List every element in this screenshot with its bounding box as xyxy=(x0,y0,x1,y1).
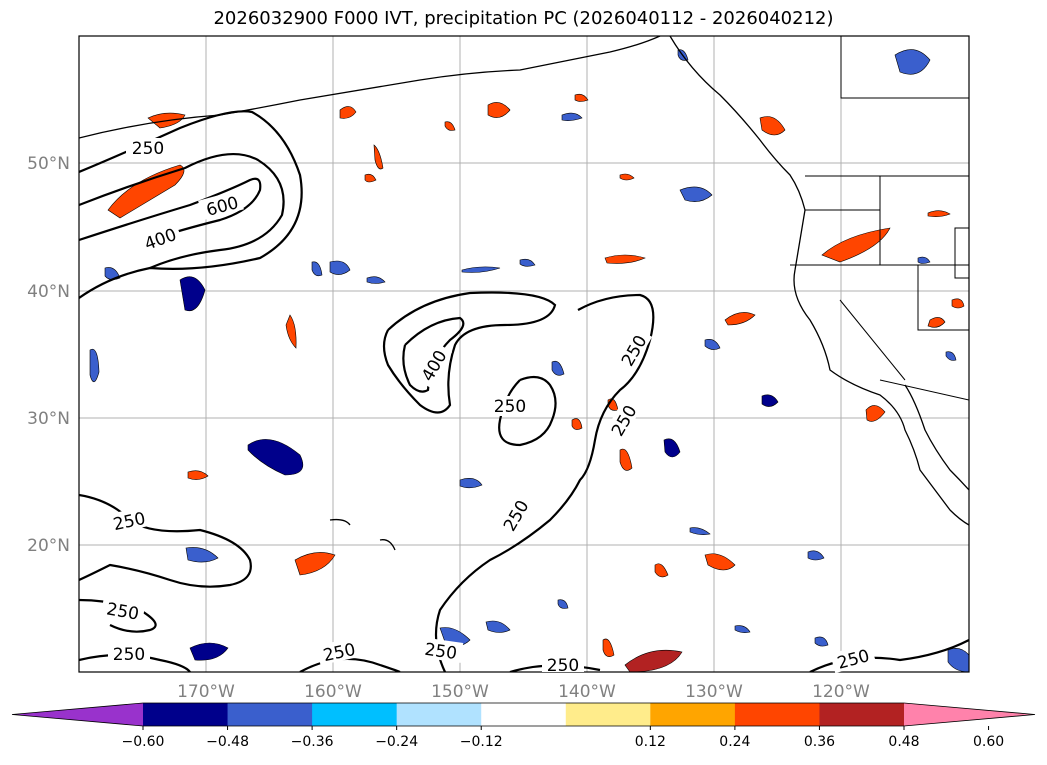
contour-label-250: 250 xyxy=(494,397,526,417)
colorbar-extend-low xyxy=(12,703,143,726)
colorbar-segment xyxy=(650,703,736,726)
colorbar-segment xyxy=(565,703,651,726)
colorbar: −0.60 −0.48 −0.36 −0.24 −0.12 0.12 0.24 0.36 0.4… xyxy=(11,702,1036,750)
lon-label-160w: 160°W xyxy=(304,682,362,702)
political-boundaries xyxy=(790,36,969,401)
lon-label-150w: 150°W xyxy=(431,682,489,702)
colorbar-segment xyxy=(396,703,482,726)
latitude-labels: 50°N 40°N 30°N 20°N xyxy=(27,154,70,556)
longitude-labels: 170°W 160°W 150°W 140°W 130°W 120°W xyxy=(177,682,870,702)
colorbar-segment xyxy=(312,703,398,726)
map-background xyxy=(79,36,969,672)
map-frame xyxy=(78,35,970,673)
colorbar-tick-label: −0.60 xyxy=(122,734,165,750)
colorbar-segment xyxy=(227,703,313,726)
contour-label-250: 250 xyxy=(113,645,145,665)
colorbar-segment xyxy=(481,703,567,726)
contour-label-250: 250 xyxy=(547,656,579,676)
lat-label-20n: 20°N xyxy=(27,536,70,556)
colorbar-tick-label: −0.12 xyxy=(460,734,503,750)
coastlines xyxy=(79,36,969,551)
colorbar-tick-label: 0.12 xyxy=(635,734,666,750)
contour-labels: 250 600 400 400 250 250 250 250 250 250 … xyxy=(100,138,653,676)
colorbar-tick-label: 0.24 xyxy=(719,734,750,750)
lon-label-120w: 120°W xyxy=(812,682,870,702)
colorbar-tick-label: 0.36 xyxy=(804,734,835,750)
lat-label-30n: 30°N xyxy=(27,409,70,429)
colorbar-tick-label: −0.24 xyxy=(375,734,418,750)
lon-label-170w: 170°W xyxy=(177,682,235,702)
colorbar-tick-label: 0.48 xyxy=(888,734,919,750)
colorbar-tick-label: −0.36 xyxy=(291,734,334,750)
lon-label-140w: 140°W xyxy=(558,682,616,702)
lat-label-40n: 40°N xyxy=(27,282,70,302)
lon-label-130w: 130°W xyxy=(685,682,743,702)
contour-label-250: 250 xyxy=(423,640,458,664)
colorbar-extend-high xyxy=(904,703,1035,726)
precip-negative-areas xyxy=(89,49,969,672)
colorbar-segment xyxy=(819,703,905,726)
colorbar-segment xyxy=(734,703,820,726)
colorbar-segment xyxy=(143,703,229,726)
contour-label-250: 250 xyxy=(132,139,164,159)
lat-label-50n: 50°N xyxy=(27,154,70,174)
gridlines xyxy=(79,36,969,672)
colorbar-tick-label: 0.60 xyxy=(973,734,1004,750)
colorbar-tick-label: −0.48 xyxy=(206,734,249,750)
map-title: 2026032900 F000 IVT, precipitation PC (2… xyxy=(213,8,834,29)
